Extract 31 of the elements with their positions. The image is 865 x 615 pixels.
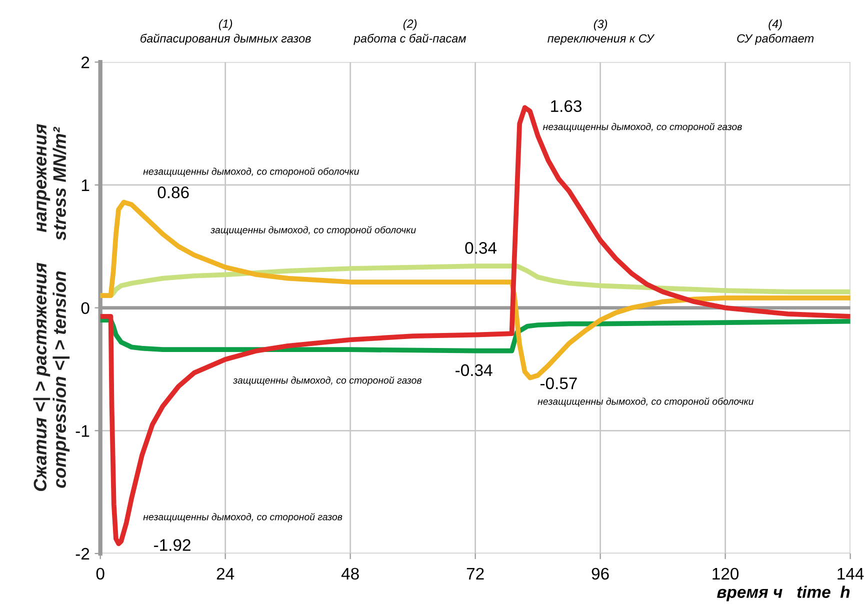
text: (3) переключения к СУ xyxy=(548,19,655,45)
x-tick-label: 0 xyxy=(96,568,104,580)
x-tick-label: 120 xyxy=(712,568,739,580)
line-series xyxy=(100,318,850,354)
y-tick-label: -2 xyxy=(76,548,90,560)
annotation: 0.34 xyxy=(465,242,496,254)
annotation: защищенны дымоход, со стороной газов xyxy=(233,376,422,386)
annotation: незащищенны дымоход, со стороной газов xyxy=(143,513,342,522)
annotation: незащищенны дымоход, со стороной газов xyxy=(542,122,742,132)
x-tick-label: 48 xyxy=(341,568,359,580)
y-tick-label: 0 xyxy=(81,302,90,314)
annotation: -0.34 xyxy=(456,364,492,376)
annotation: защищенны дымоход, со стороной оболочки xyxy=(210,226,416,236)
x-tick-label: 96 xyxy=(592,568,609,580)
y-tick-label: 1 xyxy=(82,180,90,191)
x-axis-title: время ч time h xyxy=(717,586,850,602)
y-tick-label: -1 xyxy=(76,425,90,437)
annotation: незащищенны дымоход, со стороной оболочки xyxy=(538,398,754,407)
x-tick-label: 24 xyxy=(216,568,234,580)
y-axis-title: Сжатия <| > растяжения напрежения compression <| > tension stress MN/m² xyxy=(33,124,70,492)
y-tick-label: 2 xyxy=(81,56,90,68)
text: (1) байпасирования дымных газов xyxy=(140,19,311,45)
text: (2) работа с бай-пасам xyxy=(354,19,466,45)
annotation: 0.86 xyxy=(158,186,189,198)
annotation: -1.92 xyxy=(154,539,190,551)
x-tick-label: 72 xyxy=(466,568,484,580)
annotation: -0.57 xyxy=(540,377,577,390)
x-tick-label: 144 xyxy=(838,568,864,580)
text: (4) СУ работает xyxy=(737,19,814,45)
annotation: 1.63 xyxy=(551,100,582,112)
annotation: незащищенны дымоход, со стороной оболочки xyxy=(143,168,360,177)
